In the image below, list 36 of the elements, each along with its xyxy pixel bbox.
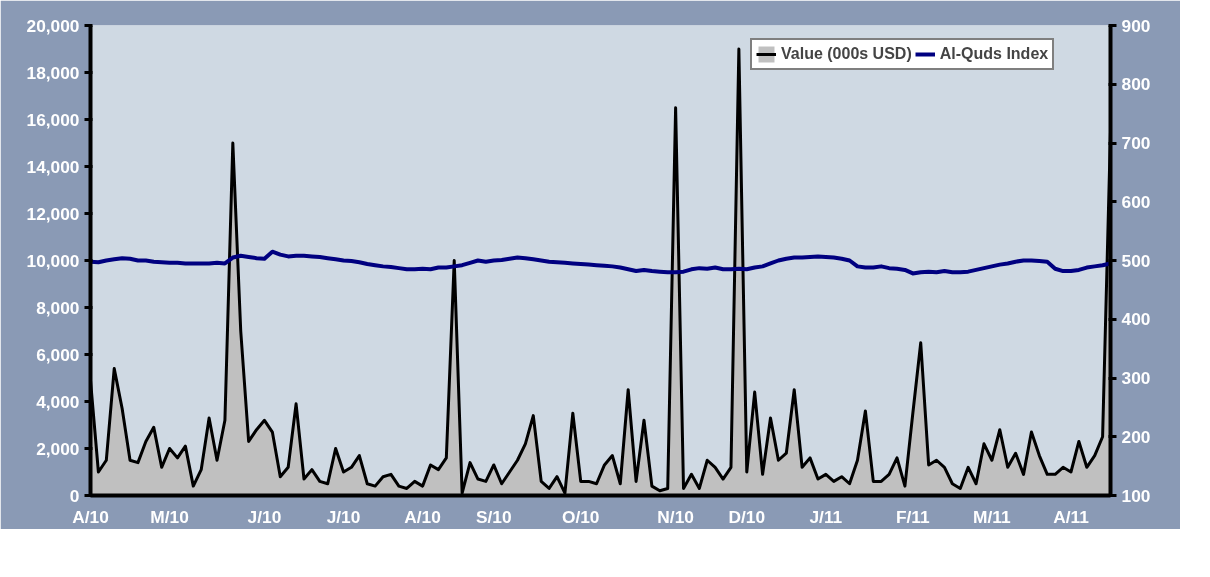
y2-tick-label: 600: [1121, 191, 1151, 212]
y-tick-label: 2,000: [36, 438, 80, 459]
y2-tick-label: 100: [1121, 485, 1151, 506]
y2-tick-label: 500: [1121, 250, 1151, 271]
x-tick-label: N/10: [657, 506, 694, 527]
x-tick-label: M/10: [150, 506, 189, 527]
y-tick-label: 16,000: [26, 109, 80, 130]
y2-tick-label: 400: [1121, 309, 1151, 330]
y2-tick-label: 800: [1121, 74, 1151, 95]
x-tick-label: M/11: [973, 506, 1012, 527]
y2-tick-label: 300: [1121, 368, 1151, 388]
x-tick-label: J/11: [809, 506, 843, 527]
y-tick-label: 6,000: [36, 344, 80, 365]
x-tick-label: F/11: [895, 506, 931, 527]
y-tick-label: 4,000: [36, 391, 80, 412]
y-tick-label: 8,000: [36, 297, 80, 318]
y-tick-label: 20,000: [26, 15, 80, 36]
x-tick-label: O/10: [561, 506, 600, 527]
y-tick-label: 14,000: [26, 156, 80, 177]
x-tick-label: S/10: [475, 506, 512, 527]
y-tick-label: 18,000: [26, 62, 80, 83]
x-tick-label: A/11: [1053, 506, 1090, 527]
x-tick-label: D/10: [728, 506, 766, 527]
line-series: [90, 249, 1111, 276]
legend-label: Value (000s USD): [781, 45, 912, 63]
y2-tick-label: 900: [1121, 15, 1151, 36]
y2-tick-label: 700: [1121, 133, 1151, 153]
y2-tick-label: 200: [1121, 426, 1151, 447]
y-tick-label: 0: [69, 485, 80, 506]
x-tick-label: J/10: [326, 506, 361, 527]
y-tick-label: 10,000: [26, 250, 80, 271]
legend-label: Al-Quds Index: [939, 45, 1049, 63]
x-tick-label: A/10: [404, 506, 441, 527]
y-tick-label: 12,000: [26, 203, 80, 224]
x-tick-label: A/10: [72, 506, 109, 527]
x-tick-label: J/10: [247, 506, 282, 527]
